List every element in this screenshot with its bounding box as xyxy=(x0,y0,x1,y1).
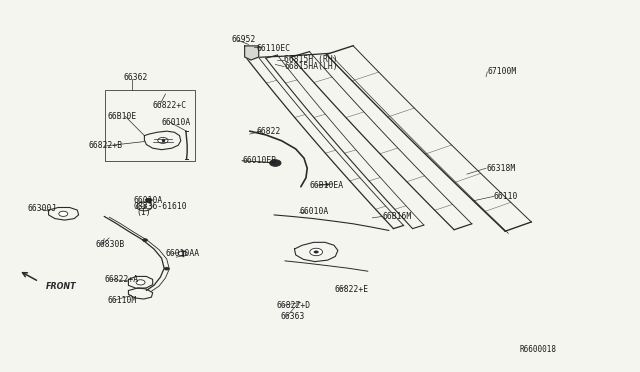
Circle shape xyxy=(143,238,148,241)
Text: 66363: 66363 xyxy=(280,312,305,321)
Circle shape xyxy=(310,248,323,256)
Circle shape xyxy=(252,50,257,53)
Text: 66010EB: 66010EB xyxy=(242,156,276,165)
Text: 66830B: 66830B xyxy=(95,240,124,249)
Text: 66822+B: 66822+B xyxy=(89,141,123,151)
Text: 67100M: 67100M xyxy=(487,67,516,76)
Text: 66110: 66110 xyxy=(493,192,518,201)
Circle shape xyxy=(269,160,281,166)
Text: 66822+E: 66822+E xyxy=(334,285,368,294)
Text: 66B16M: 66B16M xyxy=(383,212,412,221)
Text: (1): (1) xyxy=(136,208,150,217)
Text: 66318M: 66318M xyxy=(486,164,515,173)
Text: 66822+D: 66822+D xyxy=(276,301,310,310)
Circle shape xyxy=(314,250,319,253)
Text: 66110EC: 66110EC xyxy=(256,44,291,52)
Text: 66815HA(LH): 66815HA(LH) xyxy=(284,62,338,71)
Text: 08236-61610: 08236-61610 xyxy=(134,202,187,211)
Circle shape xyxy=(246,50,252,53)
Text: 66010A: 66010A xyxy=(300,208,329,217)
Text: 66815H (RH): 66815H (RH) xyxy=(284,55,338,64)
Text: S: S xyxy=(142,203,147,209)
Text: 66362: 66362 xyxy=(124,73,148,82)
Text: 66822+A: 66822+A xyxy=(104,275,138,284)
Text: 66B10EA: 66B10EA xyxy=(310,181,344,190)
Circle shape xyxy=(145,198,153,202)
Text: 66010AA: 66010AA xyxy=(166,249,200,258)
Text: 66010A: 66010A xyxy=(162,118,191,127)
Circle shape xyxy=(136,280,145,285)
Text: 66B10E: 66B10E xyxy=(108,112,137,121)
Text: 66822: 66822 xyxy=(256,126,280,136)
Text: FRONT: FRONT xyxy=(45,282,76,291)
Text: 66110M: 66110M xyxy=(108,296,137,305)
Circle shape xyxy=(59,211,68,217)
Text: 66952: 66952 xyxy=(232,35,256,44)
Circle shape xyxy=(158,137,168,143)
Circle shape xyxy=(164,267,170,270)
Text: 66822+C: 66822+C xyxy=(153,101,187,110)
Circle shape xyxy=(178,251,187,256)
Text: R6600018: R6600018 xyxy=(519,345,556,354)
Text: 66300J: 66300J xyxy=(28,205,57,214)
Polygon shape xyxy=(244,46,259,60)
Text: 66010A: 66010A xyxy=(134,196,163,205)
